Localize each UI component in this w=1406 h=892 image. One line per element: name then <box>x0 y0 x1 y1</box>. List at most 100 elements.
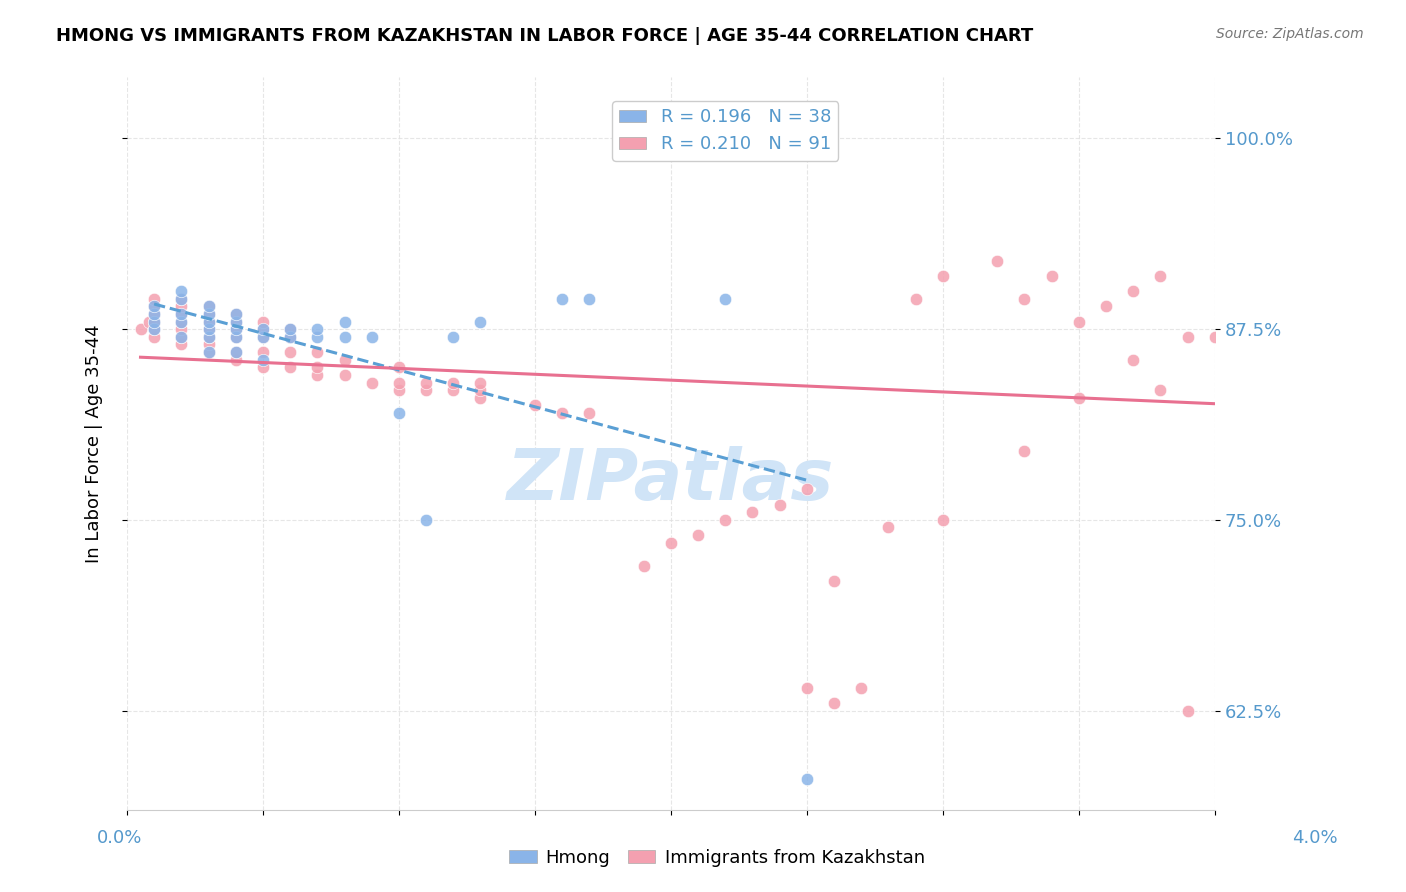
Point <box>197 314 219 328</box>
Point <box>688 528 710 542</box>
Point <box>1122 352 1144 367</box>
Point <box>333 352 356 367</box>
Point <box>333 314 356 328</box>
Point <box>170 284 193 298</box>
Point <box>225 322 247 336</box>
Point <box>796 681 818 695</box>
Point <box>1312 268 1334 283</box>
Point <box>143 322 166 336</box>
Point <box>823 574 845 588</box>
Point <box>225 307 247 321</box>
Legend: Hmong, Immigrants from Kazakhstan: Hmong, Immigrants from Kazakhstan <box>502 842 932 874</box>
Point <box>252 330 274 344</box>
Point <box>1067 314 1090 328</box>
Point <box>307 360 329 375</box>
Point <box>441 383 464 397</box>
Point <box>143 292 166 306</box>
Point <box>225 330 247 344</box>
Point <box>225 345 247 359</box>
Point <box>143 330 166 344</box>
Point <box>333 330 356 344</box>
Point <box>170 314 193 328</box>
Point <box>170 307 193 321</box>
Point <box>1014 444 1036 458</box>
Point <box>197 314 219 328</box>
Point <box>197 330 219 344</box>
Point <box>441 376 464 390</box>
Point <box>170 337 193 351</box>
Point <box>170 292 193 306</box>
Point <box>470 383 492 397</box>
Point <box>1204 330 1226 344</box>
Point <box>197 307 219 321</box>
Point <box>470 314 492 328</box>
Point <box>1285 284 1308 298</box>
Point <box>1177 330 1199 344</box>
Point <box>278 360 301 375</box>
Point <box>904 292 927 306</box>
Point <box>333 368 356 382</box>
Point <box>225 345 247 359</box>
Point <box>523 399 546 413</box>
Point <box>578 406 600 420</box>
Point <box>307 345 329 359</box>
Point <box>252 322 274 336</box>
Point <box>143 322 166 336</box>
Point <box>252 330 274 344</box>
Point <box>360 330 382 344</box>
Point <box>741 505 763 519</box>
Point <box>633 558 655 573</box>
Point <box>415 513 437 527</box>
Point <box>307 330 329 344</box>
Point <box>197 307 219 321</box>
Point <box>388 360 411 375</box>
Point <box>170 307 193 321</box>
Text: Source: ZipAtlas.com: Source: ZipAtlas.com <box>1216 27 1364 41</box>
Point <box>252 360 274 375</box>
Point <box>851 681 873 695</box>
Point <box>769 498 792 512</box>
Y-axis label: In Labor Force | Age 35-44: In Labor Force | Age 35-44 <box>86 325 103 563</box>
Point <box>225 314 247 328</box>
Point <box>796 772 818 787</box>
Point <box>1230 314 1253 328</box>
Point <box>143 307 166 321</box>
Point <box>1014 292 1036 306</box>
Point <box>225 330 247 344</box>
Point <box>143 314 166 328</box>
Point <box>143 299 166 313</box>
Point <box>823 696 845 710</box>
Point <box>360 376 382 390</box>
Text: HMONG VS IMMIGRANTS FROM KAZAKHSTAN IN LABOR FORCE | AGE 35-44 CORRELATION CHART: HMONG VS IMMIGRANTS FROM KAZAKHSTAN IN L… <box>56 27 1033 45</box>
Point <box>170 299 193 313</box>
Point <box>307 322 329 336</box>
Point <box>1040 268 1063 283</box>
Point <box>197 322 219 336</box>
Point <box>197 345 219 359</box>
Point <box>796 483 818 497</box>
Point <box>170 314 193 328</box>
Point <box>138 314 160 328</box>
Point <box>307 368 329 382</box>
Point <box>197 330 219 344</box>
Point <box>932 268 955 283</box>
Point <box>1067 391 1090 405</box>
Point <box>1340 253 1362 268</box>
Point <box>278 322 301 336</box>
Point <box>415 376 437 390</box>
Point <box>170 322 193 336</box>
Point <box>197 322 219 336</box>
Point <box>197 299 219 313</box>
Point <box>470 376 492 390</box>
Point <box>143 307 166 321</box>
Point <box>278 345 301 359</box>
Point <box>578 292 600 306</box>
Point <box>1149 268 1171 283</box>
Point <box>170 330 193 344</box>
Point <box>877 520 900 534</box>
Point <box>225 322 247 336</box>
Point <box>225 314 247 328</box>
Point <box>225 352 247 367</box>
Point <box>986 253 1008 268</box>
Point <box>1095 299 1118 313</box>
